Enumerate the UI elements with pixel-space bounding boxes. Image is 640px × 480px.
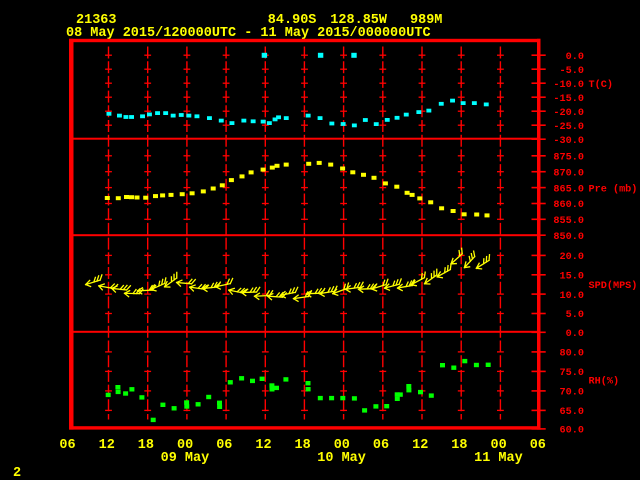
svg-text:12: 12 — [412, 438, 428, 453]
svg-text:-10.0: -10.0 — [553, 80, 584, 91]
svg-text:RH(%): RH(%) — [589, 376, 620, 388]
svg-text:75.0: 75.0 — [560, 368, 584, 379]
svg-text:5.0: 5.0 — [566, 310, 584, 321]
svg-text:00: 00 — [490, 438, 506, 453]
svg-text:-5.0: -5.0 — [560, 66, 584, 77]
svg-text:21363: 21363 — [76, 13, 117, 28]
svg-text:2: 2 — [13, 466, 21, 480]
svg-text:65.0: 65.0 — [560, 407, 584, 418]
svg-text:12: 12 — [99, 438, 115, 453]
svg-text:18: 18 — [294, 438, 310, 453]
svg-text:06: 06 — [216, 438, 232, 453]
svg-text:12: 12 — [255, 438, 271, 453]
svg-text:875.0: 875.0 — [553, 153, 584, 164]
svg-text:84.90S: 84.90S — [268, 13, 317, 28]
svg-text:860.0: 860.0 — [553, 200, 584, 211]
svg-text:60.0: 60.0 — [560, 426, 584, 437]
svg-text:0.0: 0.0 — [566, 329, 584, 340]
svg-text:-20.0: -20.0 — [553, 108, 584, 119]
svg-text:00: 00 — [334, 438, 350, 453]
svg-text:10.0: 10.0 — [560, 291, 584, 302]
svg-text:10 May: 10 May — [317, 451, 366, 466]
svg-text:06: 06 — [373, 438, 389, 453]
svg-text:989M: 989M — [410, 13, 442, 28]
svg-text:850.0: 850.0 — [553, 232, 584, 243]
svg-text:09 May: 09 May — [161, 451, 210, 466]
svg-text:T(C): T(C) — [589, 79, 613, 91]
svg-text:80.0: 80.0 — [560, 349, 584, 360]
svg-text:-30.0: -30.0 — [553, 136, 584, 147]
svg-text:18: 18 — [138, 438, 154, 453]
svg-text:-25.0: -25.0 — [553, 122, 584, 133]
svg-text:865.0: 865.0 — [553, 184, 584, 195]
svg-text:70.0: 70.0 — [560, 388, 584, 399]
svg-text:128.85W: 128.85W — [330, 13, 388, 28]
svg-text:08 May 2015/120000UTC - 11 May: 08 May 2015/120000UTC - 11 May 2015/0000… — [66, 26, 431, 41]
svg-text:870.0: 870.0 — [553, 168, 584, 179]
svg-text:SPD(MPS): SPD(MPS) — [589, 280, 638, 292]
svg-text:15.0: 15.0 — [560, 272, 584, 283]
svg-text:20.0: 20.0 — [560, 252, 584, 263]
svg-text:00: 00 — [177, 438, 193, 453]
svg-text:06: 06 — [530, 438, 546, 453]
svg-text:0.0: 0.0 — [566, 52, 584, 63]
svg-text:18: 18 — [451, 438, 467, 453]
svg-text:06: 06 — [59, 438, 75, 453]
svg-text:-15.0: -15.0 — [553, 94, 584, 105]
svg-text:Pre (mb): Pre (mb) — [589, 183, 638, 195]
svg-text:11 May: 11 May — [474, 451, 523, 466]
svg-text:855.0: 855.0 — [553, 216, 584, 227]
